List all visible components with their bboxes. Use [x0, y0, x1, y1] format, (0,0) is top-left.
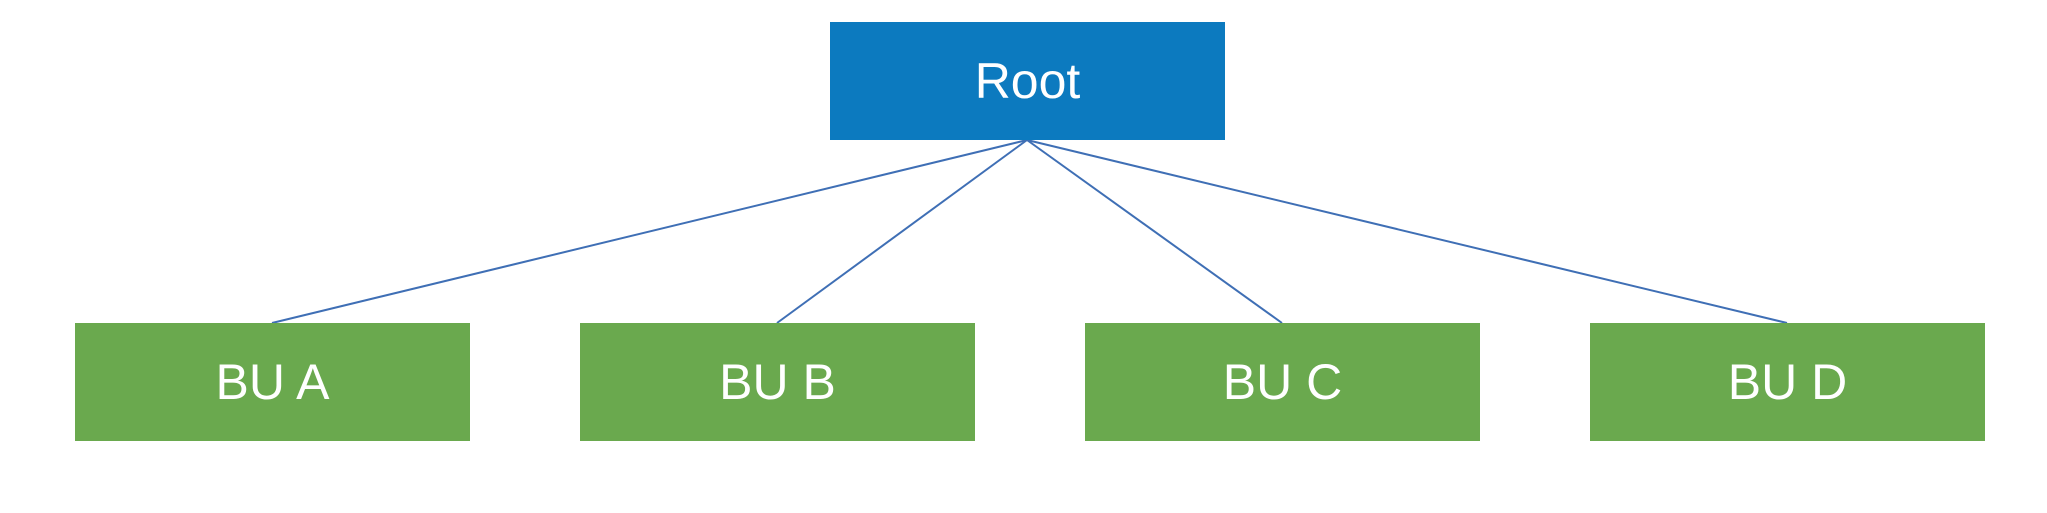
edge-root-bu-d	[1027, 140, 1787, 323]
node-bu-d-label: BU D	[1728, 353, 1847, 411]
node-bu-a: BU A	[75, 323, 470, 441]
node-root-label: Root	[975, 52, 1081, 110]
node-bu-c: BU C	[1085, 323, 1480, 441]
node-root: Root	[830, 22, 1225, 140]
node-bu-d: BU D	[1590, 323, 1985, 441]
node-bu-b-label: BU B	[719, 353, 836, 411]
edge-root-bu-c	[1027, 140, 1282, 323]
diagram-canvas: Root BU A BU B BU C BU D	[0, 0, 2047, 513]
edge-root-bu-b	[777, 140, 1027, 323]
node-bu-a-label: BU A	[216, 353, 330, 411]
node-bu-c-label: BU C	[1223, 353, 1342, 411]
edge-root-bu-a	[272, 140, 1027, 323]
node-bu-b: BU B	[580, 323, 975, 441]
